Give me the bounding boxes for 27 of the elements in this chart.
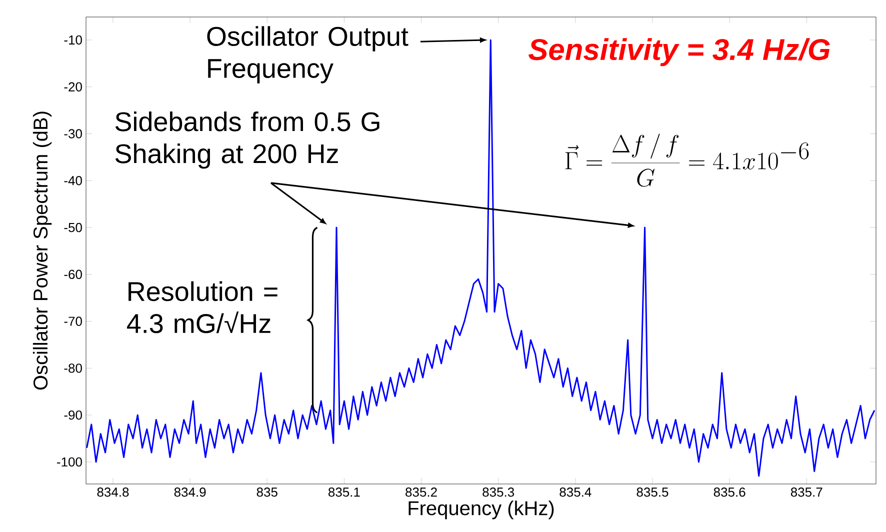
annotation: $\vec{\Gamma} = \frac{\Delta f \,/\, f}{G} = 4.1x10^{-6}$ (565, 134, 809, 187)
y-tick-label: -100 (57, 457, 82, 467)
x-tick-label: 835.3 (482, 488, 514, 497)
annotation: Sensitivity = 3.4 Hz/G (528, 38, 830, 66)
y-tick-label: -90 (64, 410, 82, 420)
y-tick-label: -50 (64, 222, 82, 232)
x-tick-label: 835 (256, 488, 278, 497)
y-tick-label: -60 (64, 270, 82, 280)
y-tick-label: -20 (64, 82, 82, 92)
annotation: Sidebands from 0.5 G Shaking at 200 Hz (115, 111, 380, 169)
y-tick-label: -10 (64, 35, 82, 45)
x-tick-label: 835.6 (714, 488, 746, 497)
y-tick-label: -70 (64, 316, 82, 326)
x-axis-title: Frequency (kHz) (408, 500, 554, 520)
x-tick-label: 835.5 (636, 488, 668, 497)
y-tick-label: -40 (64, 176, 82, 186)
annotation: Oscillator Output Frequency (207, 26, 408, 84)
y-axis-title: Oscillator Power Spectrum (dB) (32, 112, 52, 390)
x-tick-label: 835.7 (790, 488, 822, 497)
x-tick-label: 835.4 (560, 488, 592, 497)
y-tick-label: -30 (64, 129, 82, 138)
x-tick-label: 834.9 (174, 488, 206, 497)
x-tick-label: 835.1 (328, 488, 360, 497)
x-tick-label: 834.8 (97, 488, 129, 497)
y-tick-label: -80 (64, 364, 82, 373)
annotation: Resolution = 4.3 mG/√Hz (126, 281, 278, 334)
x-tick-label: 835.2 (406, 488, 437, 497)
